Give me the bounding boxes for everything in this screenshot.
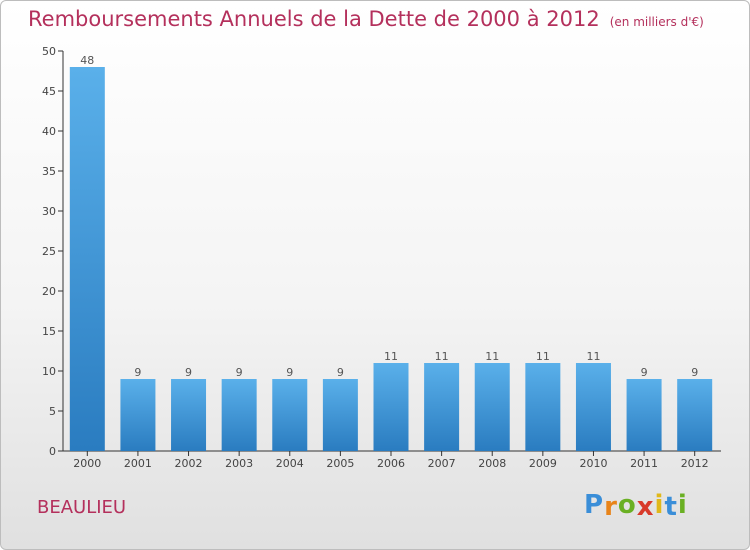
- proxiti-logo[interactable]: Proxiti: [584, 490, 688, 522]
- bar: [171, 379, 207, 451]
- bar-value-label: 11: [586, 350, 600, 363]
- bar: [626, 379, 662, 451]
- bar-value-label: 9: [337, 366, 344, 379]
- y-tick-label: 20: [42, 285, 56, 298]
- logo-letter: o: [617, 490, 637, 520]
- chart-unit: (en milliers d'€): [609, 15, 704, 29]
- bar: [424, 363, 460, 451]
- x-tick-label: 2008: [478, 457, 506, 470]
- x-tick-label: 2002: [175, 457, 203, 470]
- bar: [69, 67, 105, 451]
- x-tick-label: 2005: [326, 457, 354, 470]
- y-tick-label: 45: [42, 85, 56, 98]
- city-name: BEAULIEU: [37, 497, 127, 518]
- bar: [373, 363, 409, 451]
- x-tick-label: 2011: [630, 457, 658, 470]
- bar: [575, 363, 611, 451]
- x-tick-label: 2003: [225, 457, 253, 470]
- bar-value-label: 11: [536, 350, 550, 363]
- bar-value-label: 11: [384, 350, 398, 363]
- chart-title-text: Remboursements Annuels de la Dette de 20…: [28, 7, 600, 31]
- bar-value-label: 9: [641, 366, 648, 379]
- bar-value-label: 9: [185, 366, 192, 379]
- x-tick-label: 2006: [377, 457, 405, 470]
- logo-letter: x: [636, 492, 655, 522]
- bar-value-label: 9: [236, 366, 243, 379]
- bar: [474, 363, 510, 451]
- x-tick-label: 2004: [276, 457, 304, 470]
- logo-letter: i: [654, 490, 665, 520]
- bar-value-label: 9: [134, 366, 141, 379]
- y-tick-label: 0: [49, 445, 56, 458]
- bar: [322, 379, 358, 451]
- x-tick-label: 2007: [428, 457, 456, 470]
- bar: [221, 379, 257, 451]
- bar: [120, 379, 156, 451]
- y-tick-label: 25: [42, 245, 56, 258]
- bar-value-label: 11: [435, 350, 449, 363]
- y-tick-label: 10: [42, 365, 56, 378]
- x-tick-label: 2001: [124, 457, 152, 470]
- y-tick-label: 35: [42, 165, 56, 178]
- y-tick-label: 30: [42, 205, 56, 218]
- bar-value-label: 11: [485, 350, 499, 363]
- bar-value-label: 9: [691, 366, 698, 379]
- y-tick-label: 40: [42, 125, 56, 138]
- y-tick-label: 15: [42, 325, 56, 338]
- logo-letter: r: [604, 492, 618, 522]
- x-tick-label: 2000: [73, 457, 101, 470]
- x-tick-label: 2012: [681, 457, 709, 470]
- x-tick-label: 2010: [579, 457, 607, 470]
- bar: [525, 363, 561, 451]
- logo-letter: t: [664, 492, 678, 522]
- bar: [677, 379, 713, 451]
- logo-letter: P: [584, 490, 605, 520]
- bar-value-label: 48: [80, 54, 94, 67]
- chart-title: Remboursements Annuels de la Dette de 20…: [28, 7, 704, 31]
- x-tick-label: 2009: [529, 457, 557, 470]
- bar: [272, 379, 308, 451]
- y-tick-label: 5: [49, 405, 56, 418]
- y-tick-label: 50: [42, 45, 56, 58]
- bar-value-label: 9: [286, 366, 293, 379]
- logo-letter: i: [677, 490, 688, 520]
